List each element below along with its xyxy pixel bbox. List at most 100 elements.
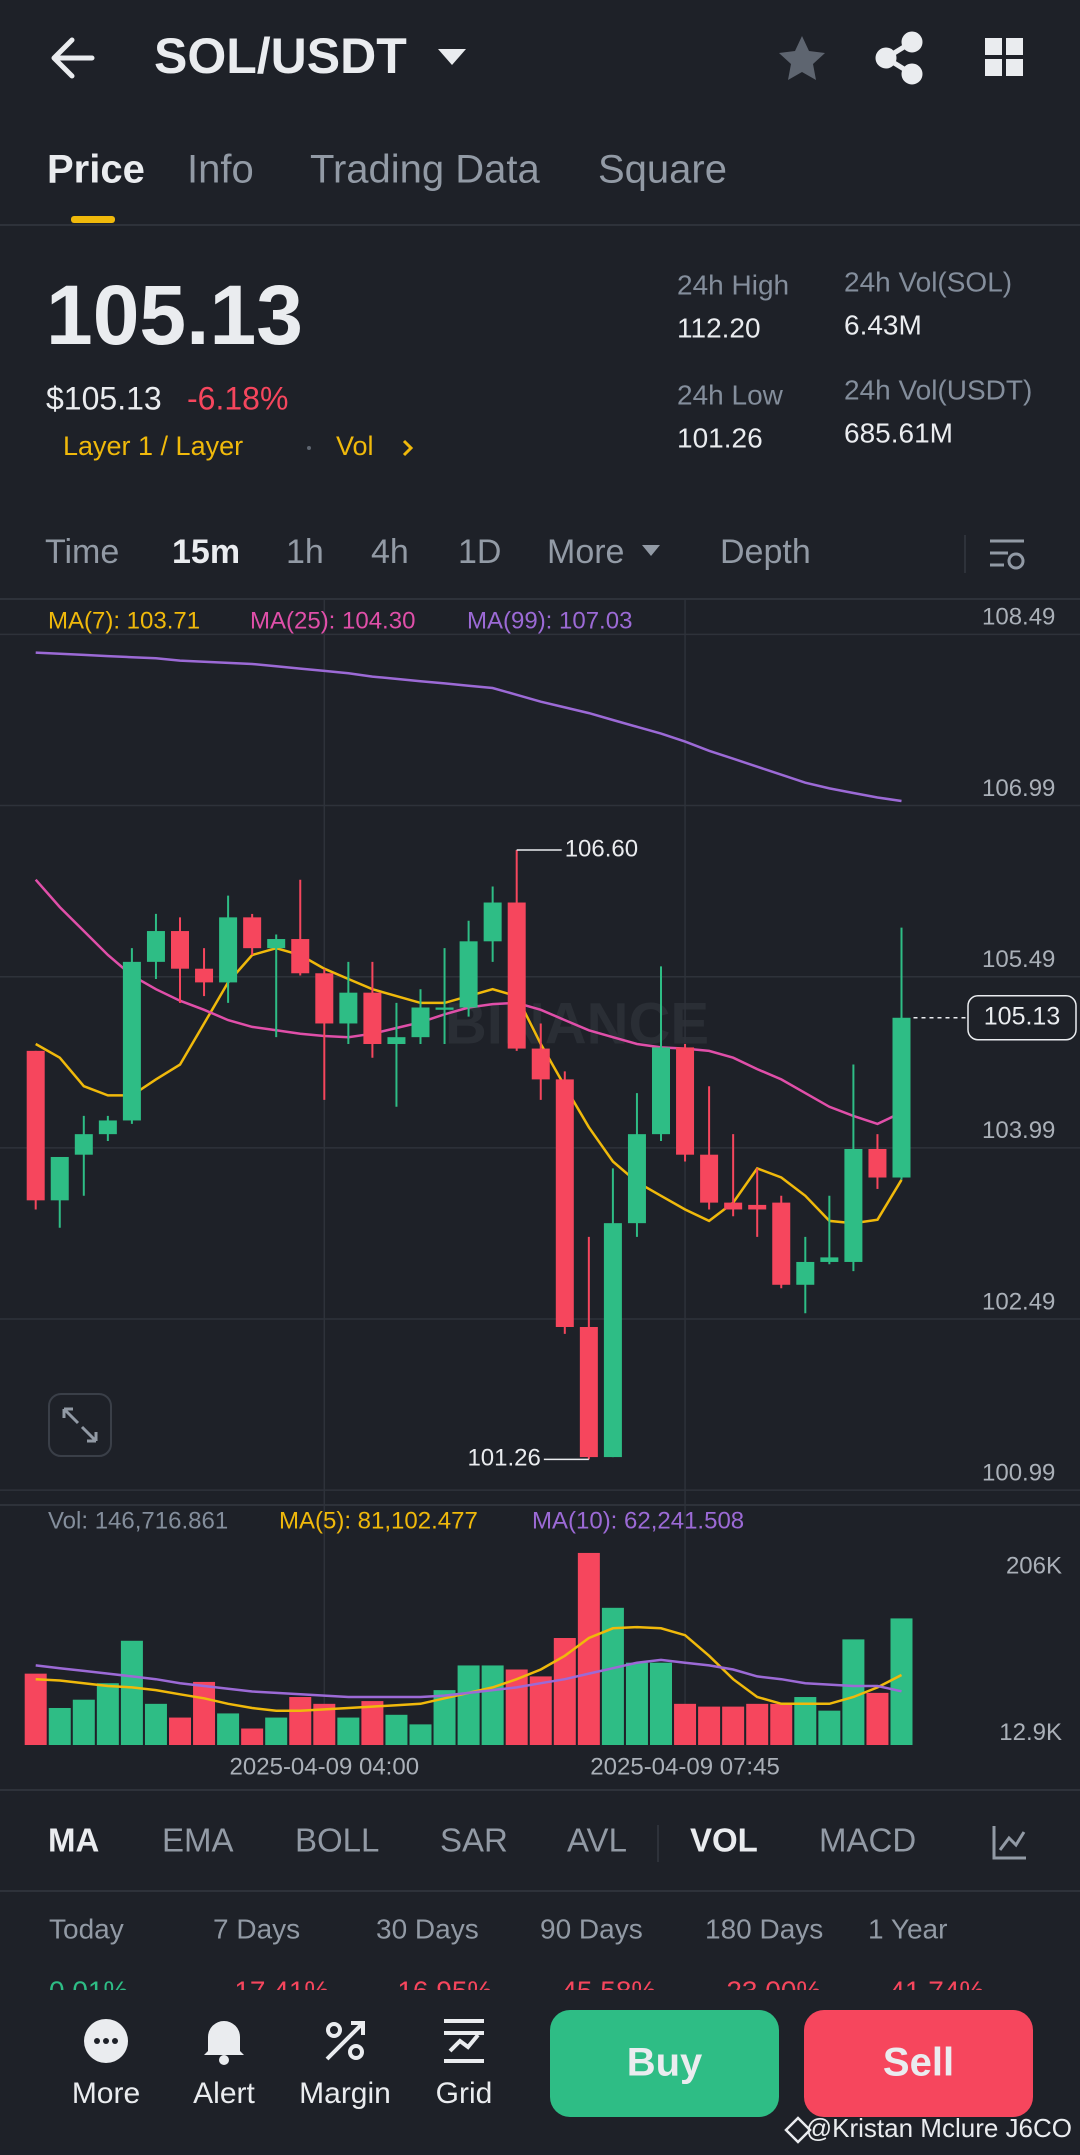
last-price-box [967,995,1077,1041]
volume-bar [457,1665,480,1745]
y-tick-label: 106.99 [982,775,1055,802]
price-change: -6.18% [187,380,288,416]
stat-value: 101.26 [677,422,763,453]
volume-bar [48,1707,71,1745]
interval[interactable]: 1h [286,533,324,571]
interval[interactable]: 4h [371,533,409,571]
candle-body [892,1017,911,1178]
candle-body [844,1148,863,1262]
y-tick-label: 100.99 [982,1460,1055,1487]
candle-body [700,1154,719,1203]
indicator-tab[interactable]: EMA [162,1822,234,1859]
period-label: 90 Days [540,1913,643,1944]
indicator-tab[interactable]: VOL [690,1822,758,1859]
volume-bar [144,1703,167,1745]
volume-bar [337,1717,360,1745]
tab[interactable]: Info [187,148,254,192]
volume-bar [650,1662,672,1745]
nav-icon[interactable] [84,2019,128,2063]
volume-bar [409,1724,432,1745]
volume-bar [313,1703,336,1745]
indicator-tab[interactable]: MACD [819,1822,916,1859]
interval[interactable]: Time [45,533,119,571]
candle-body [555,1079,574,1327]
interval[interactable]: Depth [720,533,811,571]
tag[interactable]: Layer 1 / Layer [63,431,243,461]
indicator-settings-icon[interactable] [992,1826,1026,1860]
candle-body [195,968,214,983]
candle-body [219,917,238,983]
pair-title[interactable]: SOL/USDT [154,28,407,84]
high-annotation: 106.60 [565,835,638,862]
candle-body [603,1223,622,1458]
action-button[interactable] [550,2010,779,2117]
chart-settings-icon[interactable] [990,539,1025,570]
y-tick-label: 102.49 [982,1288,1055,1315]
tab[interactable]: Trading Data [310,148,541,192]
tab[interactable]: Square [598,148,727,192]
candle-body [435,1007,454,1010]
stat-value: 685.61M [844,417,953,448]
candle-body [363,992,382,1045]
candle-body [315,973,334,1024]
candle-body [267,939,286,949]
button-label[interactable]: Sell [883,2041,954,2085]
price-usd: $105.13 [46,380,162,416]
candle-body [820,1257,839,1262]
volume-bar [722,1706,745,1745]
tab[interactable]: Price [47,148,145,192]
period-label: 180 Days [705,1913,823,1944]
candle-body [74,1134,93,1155]
volume-bar [120,1640,143,1745]
candle-body [627,1134,646,1224]
favorite-icon[interactable] [779,36,825,80]
menu-grid-icon[interactable] [985,38,1023,76]
y-tick-label: 105.49 [982,946,1055,973]
share-icon[interactable] [875,31,923,85]
nav-label[interactable]: Margin [299,2077,391,2110]
nav-label[interactable]: More [72,2077,140,2110]
interval[interactable]: 1D [458,533,501,571]
nav-label[interactable]: Alert [193,2077,255,2110]
candle-body [531,1048,550,1080]
volume-bar [72,1699,95,1745]
legend-entry: MA(99): 107.03 [467,607,632,634]
interval[interactable]: 15m [172,533,240,571]
pair-dropdown[interactable] [438,49,466,65]
indicator-tab[interactable]: BOLL [295,1822,379,1859]
action-button[interactable] [804,2010,1033,2117]
volume-bar [818,1710,841,1745]
candle-body [579,1326,598,1458]
volume-bar [890,1618,913,1745]
more-dropdown[interactable] [642,545,660,556]
interval[interactable]: More [547,533,624,571]
candle-body [243,917,262,949]
candle-body [411,1007,430,1038]
y-tick-label: 103.99 [982,1117,1055,1144]
volume-bar [241,1728,264,1745]
nav-icon[interactable] [325,2021,365,2061]
back-button[interactable] [51,37,95,79]
nav-icon[interactable] [204,2021,244,2065]
volume-bar [361,1701,384,1745]
candle-body [796,1261,815,1285]
volume-bar [24,1673,47,1745]
indicator-tab[interactable]: SAR [440,1822,508,1859]
tag-chevron [402,439,414,457]
volume-bar [553,1638,576,1745]
nav-icon[interactable] [444,2019,484,2063]
expand-button[interactable] [48,1393,112,1457]
candle-body [98,1120,117,1135]
volume-bar [866,1692,889,1745]
stat-label: 24h Vol(USDT) [844,374,1032,405]
nav-label[interactable]: Grid [436,2077,493,2110]
button-label[interactable]: Buy [627,2041,703,2085]
tag[interactable]: Vol [336,431,374,461]
indicator-tab[interactable]: MA [48,1822,99,1859]
candle-body [507,902,526,1049]
legend-entry: MA(7): 103.71 [48,607,200,634]
candle-body [291,939,310,974]
indicator-tab[interactable]: AVL [567,1822,627,1859]
